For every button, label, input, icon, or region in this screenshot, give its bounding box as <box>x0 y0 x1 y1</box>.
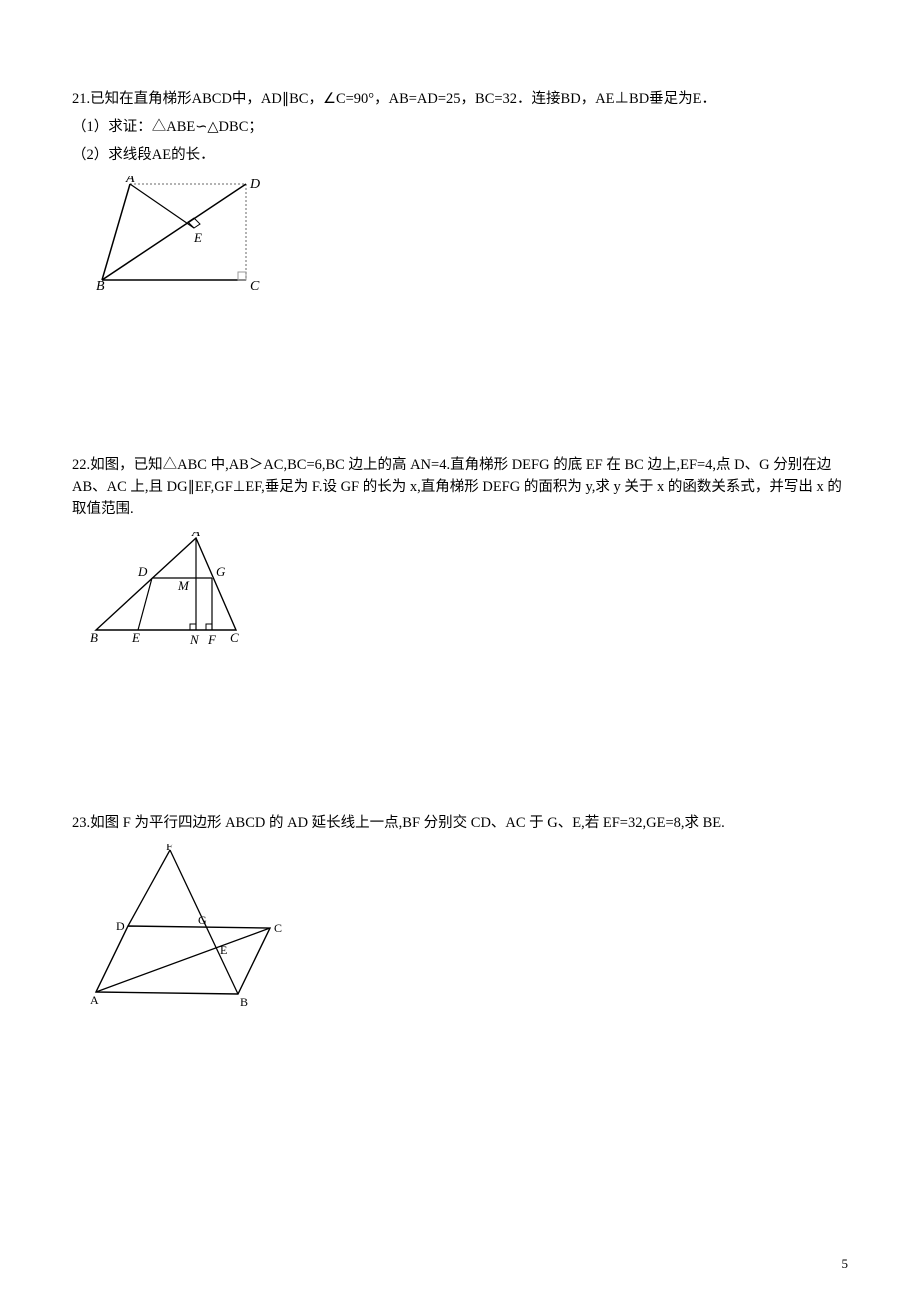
question-22: 22.如图，已知△ABC 中,AB＞AC,BC=6,BC 边上的高 AN=4.直… <box>72 454 848 652</box>
svg-text:D: D <box>249 177 260 192</box>
question-21: 21.已知在直角梯形ABCD中，AD∥BC，∠C=90°，AB=AD=25，BC… <box>72 88 848 304</box>
q23-figure: F D G C E A B <box>90 844 848 1014</box>
svg-text:B: B <box>90 630 98 645</box>
svg-text:D: D <box>116 919 125 933</box>
page-number: 5 <box>842 1256 849 1272</box>
svg-text:M: M <box>177 578 190 593</box>
svg-text:G: G <box>216 564 226 579</box>
svg-text:C: C <box>250 279 260 294</box>
q22-line1: 22.如图，已知△ABC 中,AB＞AC,BC=6,BC 边上的高 AN=4.直… <box>72 454 848 520</box>
q21-line1: 21.已知在直角梯形ABCD中，AD∥BC，∠C=90°，AB=AD=25，BC… <box>72 88 848 110</box>
question-23: 23.如图 F 为平行四边形 ABCD 的 AD 延长线上一点,BF 分别交 C… <box>72 812 848 1014</box>
svg-text:A: A <box>191 532 200 539</box>
q22-figure: A B E N F C D G M <box>90 532 848 652</box>
svg-text:C: C <box>274 921 282 935</box>
q21-line3: （2）求线段AE的长． <box>72 144 848 166</box>
svg-text:B: B <box>96 279 105 294</box>
svg-text:A: A <box>125 176 135 186</box>
q23-line1: 23.如图 F 为平行四边形 ABCD 的 AD 延长线上一点,BF 分别交 C… <box>72 812 848 834</box>
svg-text:C: C <box>230 630 239 645</box>
svg-text:N: N <box>189 632 200 647</box>
q21-figure: A D B C E <box>96 176 848 304</box>
svg-text:E: E <box>193 230 202 245</box>
svg-text:D: D <box>137 564 148 579</box>
svg-text:B: B <box>240 995 248 1009</box>
q21-line2: （1）求证：△ABE∽△DBC； <box>72 116 848 138</box>
svg-text:E: E <box>220 943 227 957</box>
svg-text:E: E <box>131 630 140 645</box>
svg-text:G: G <box>198 913 207 927</box>
svg-text:F: F <box>166 844 173 853</box>
svg-text:A: A <box>90 993 99 1007</box>
svg-text:F: F <box>207 632 217 647</box>
